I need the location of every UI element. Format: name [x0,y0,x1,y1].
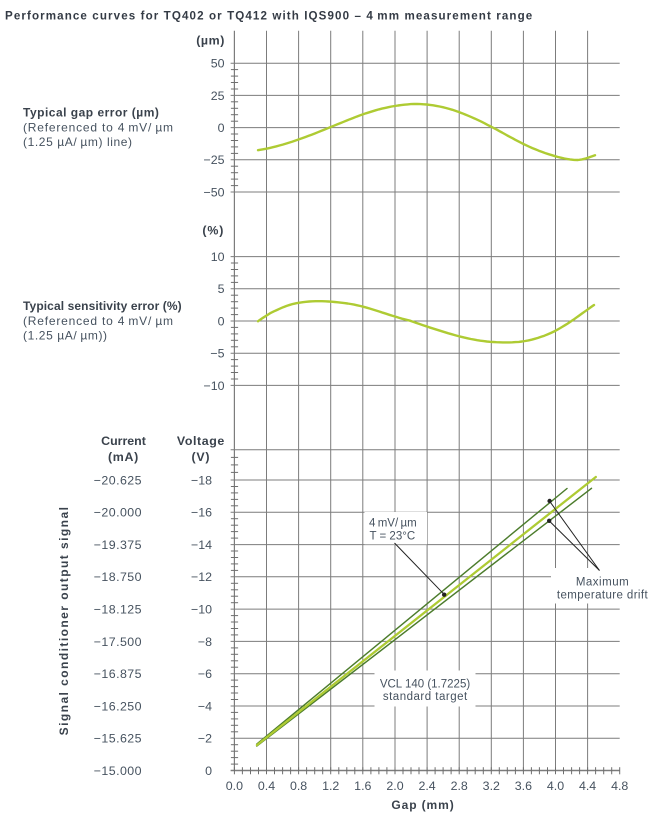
svg-text:−10: −10 [191,603,212,617]
svg-text:−16: −16 [191,506,212,520]
svg-text:Signal conditioner output sign: Signal conditioner output signal [57,506,71,736]
svg-text:−19.375: −19.375 [94,538,142,552]
svg-text:3.2: 3.2 [483,779,500,793]
svg-text:5: 5 [218,282,225,296]
svg-text:25: 25 [211,89,225,103]
svg-text:10: 10 [211,250,225,264]
svg-text:Typical gap error (µm): Typical gap error (µm) [23,106,159,120]
svg-text:VCL 140 (1.7225): VCL 140 (1.7225) [380,679,471,691]
svg-text:Gap (mm): Gap (mm) [391,798,454,812]
svg-text:−20.000: −20.000 [94,506,142,520]
svg-text:2.0: 2.0 [386,779,403,793]
svg-text:(mA): (mA) [108,450,139,464]
svg-text:2.8: 2.8 [451,779,468,793]
svg-text:−2: −2 [198,732,212,746]
svg-text:−20.625: −20.625 [94,473,142,487]
svg-text:−5: −5 [210,347,224,361]
svg-text:(Referenced to 4 mV/ µm: (Referenced to 4 mV/ µm [23,121,174,135]
svg-text:4 mV/ µm: 4 mV/ µm [369,518,417,530]
svg-text:0.4: 0.4 [258,779,275,793]
svg-text:T = 23°C: T = 23°C [370,531,416,543]
svg-text:0.0: 0.0 [226,779,243,793]
svg-text:(µm): (µm) [196,33,225,47]
svg-text:3.6: 3.6 [515,779,532,793]
svg-text:temperature drift: temperature drift [557,590,649,602]
svg-text:2.4: 2.4 [418,779,435,793]
svg-text:−14: −14 [191,538,212,552]
svg-text:−12: −12 [191,570,212,584]
svg-text:0: 0 [218,314,225,328]
svg-text:−16.250: −16.250 [94,699,142,713]
svg-text:−15.625: −15.625 [94,732,142,746]
svg-text:(1.25 µA/ µm)): (1.25 µA/ µm)) [23,329,108,343]
svg-text:−18.750: −18.750 [94,570,142,584]
svg-text:Typical sensitivity error (%): Typical sensitivity error (%) [23,299,182,313]
svg-text:0: 0 [218,121,225,135]
svg-text:Performance curves for TQ402 o: Performance curves for TQ402 or TQ412 wi… [5,9,533,22]
svg-text:(V): (V) [191,450,210,464]
svg-text:4.4: 4.4 [579,779,596,793]
svg-text:1.2: 1.2 [322,779,339,793]
svg-text:−6: −6 [198,667,212,681]
svg-text:0: 0 [205,764,212,778]
svg-text:−15.000: −15.000 [94,764,142,778]
svg-text:0.8: 0.8 [290,779,307,793]
svg-text:−16.875: −16.875 [94,667,142,681]
svg-text:(Referenced to 4 mV/ µm: (Referenced to 4 mV/ µm [23,314,174,328]
svg-text:−50: −50 [203,185,224,199]
svg-text:50: 50 [211,57,225,71]
svg-text:4.8: 4.8 [611,779,628,793]
svg-text:1.6: 1.6 [354,779,371,793]
svg-text:−18: −18 [191,473,212,487]
svg-text:(1.25 µA/ µm) line): (1.25 µA/ µm) line) [23,135,133,149]
svg-text:Voltage: Voltage [177,434,225,448]
svg-text:−25: −25 [203,153,224,167]
svg-text:−10: −10 [203,379,224,393]
svg-text:4.0: 4.0 [547,779,564,793]
svg-text:standard target: standard target [383,691,468,703]
svg-text:−17.500: −17.500 [94,635,142,649]
svg-text:−18.125: −18.125 [94,603,142,617]
svg-text:−8: −8 [198,635,212,649]
svg-text:(%): (%) [202,224,224,238]
svg-text:Maximum: Maximum [576,577,629,589]
svg-text:−4: −4 [198,699,212,713]
svg-text:Current: Current [101,434,146,448]
